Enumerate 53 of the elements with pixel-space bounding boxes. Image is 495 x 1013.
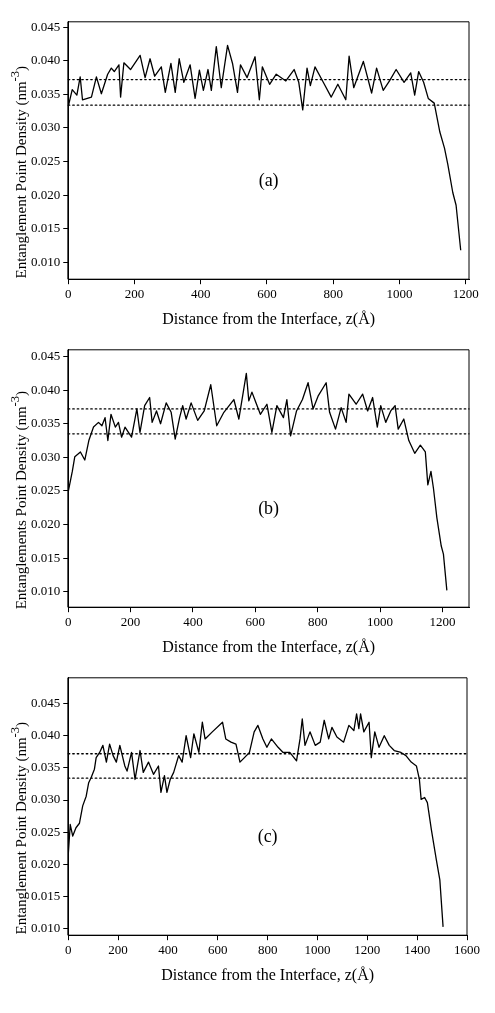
y-tick-label: 0.020 [31,855,61,871]
y-tick-label: 0.020 [31,515,61,531]
x-tick-label: 400 [190,286,211,302]
y-tick-label: 0.045 [31,18,61,34]
x-tick-label: 200 [120,614,141,630]
x-tick-label: 400 [183,614,203,630]
y-tick-label: 0.015 [31,549,61,565]
x-tick-label: 600 [257,286,277,302]
y-tick-label: 0.040 [31,52,61,68]
y-tick-label: 0.040 [31,381,61,397]
y-tick-label: 0.030 [31,119,61,135]
y-tick-label: 0.010 [31,253,61,269]
y-tick-label: 0.020 [31,186,61,202]
x-axis-title: Distance from the Interface, z(Å) [162,309,376,328]
x-tick-label: 1000 [386,286,413,302]
x-tick-label: 1000 [304,942,331,958]
x-tick-label: 1200 [429,614,456,630]
x-tick-label: 200 [108,942,128,958]
y-tick-label: 0.035 [31,415,61,431]
y-tick-label: 0.030 [31,791,61,807]
x-tick-label: 1200 [452,286,479,302]
annotation: (c) [257,826,278,848]
x-tick-label: 1200 [354,942,381,958]
x-tick-label: 0 [65,942,72,958]
x-axis-title: Distance from the Interface, z(Å) [161,965,375,984]
x-tick-label: 1000 [367,614,394,630]
y-tick-label: 0.025 [31,482,61,498]
annotation: (b) [258,498,280,520]
x-tick-label: 800 [257,942,278,958]
x-axis-title: Distance from the Interface, z(Å) [162,637,376,656]
y-tick-label: 0.045 [31,694,61,710]
x-tick-label: 600 [208,942,228,958]
x-tick-label: 800 [307,614,328,630]
y-tick-label: 0.025 [31,153,61,169]
x-tick-label: 1400 [404,942,431,958]
y-tick-label: 0.015 [31,220,61,236]
annotation: (a) [258,170,279,192]
x-tick-label: 1600 [454,942,480,958]
x-tick-label: 0 [65,286,72,302]
x-tick-label: 200 [124,286,145,302]
y-tick-label: 0.035 [31,85,61,101]
y-tick-label: 0.010 [31,920,61,936]
y-tick-label: 0.010 [31,583,61,599]
y-tick-label: 0.030 [31,448,61,464]
y-tick-label: 0.025 [31,823,61,839]
x-tick-label: 600 [245,614,266,630]
y-tick-label: 0.040 [31,727,61,743]
x-tick-label: 800 [323,286,343,302]
y-tick-label: 0.015 [31,888,61,904]
x-tick-label: 400 [158,942,178,958]
y-tick-label: 0.045 [31,347,61,363]
y-tick-label: 0.035 [31,759,61,775]
x-tick-label: 0 [65,614,72,630]
